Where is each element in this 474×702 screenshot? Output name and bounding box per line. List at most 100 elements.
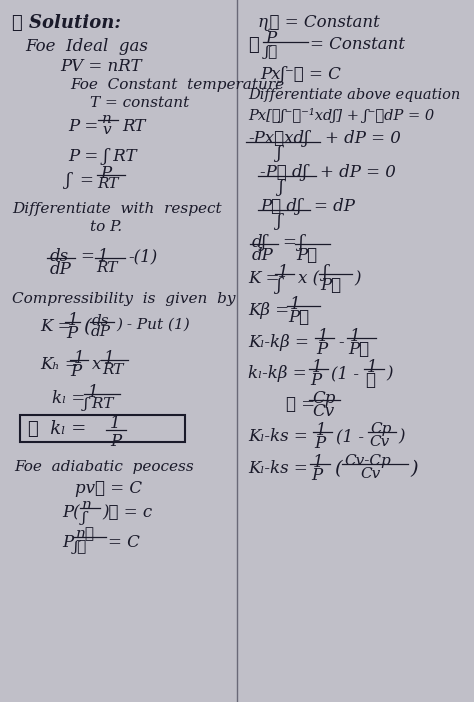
Text: ): ) <box>386 365 392 382</box>
Text: Differentiate above equation: Differentiate above equation <box>248 88 460 102</box>
Text: ʃ: ʃ <box>278 179 283 196</box>
Text: Foe  adiabatic  peocess: Foe adiabatic peocess <box>14 460 194 474</box>
Text: 1: 1 <box>110 415 120 432</box>
Text: (: ( <box>83 318 91 336</box>
Text: (: ( <box>334 460 342 478</box>
Text: P(: P( <box>62 504 80 521</box>
Text: P: P <box>314 435 325 452</box>
Text: ds: ds <box>92 314 109 328</box>
Text: nℹ: nℹ <box>76 527 95 541</box>
Text: Pℹ dʃ: Pℹ dʃ <box>260 198 301 215</box>
Text: T = constant: T = constant <box>90 96 189 110</box>
Text: Foe  Constant  temperature: Foe Constant temperature <box>70 78 284 92</box>
Text: =: = <box>282 234 296 251</box>
Text: ds: ds <box>50 248 69 265</box>
Text: RT: RT <box>96 261 118 275</box>
Text: x: x <box>92 356 101 373</box>
Text: Px[ℹʃ⁻ℹ⁻¹xdʃ] + ʃ⁻ℹdP = 0: Px[ℹʃ⁻ℹ⁻¹xdʃ] + ʃ⁻ℹdP = 0 <box>248 108 434 123</box>
Text: n: n <box>82 498 92 512</box>
Text: 1: 1 <box>367 359 378 376</box>
Text: n: n <box>102 112 112 126</box>
Text: (1 -: (1 - <box>331 365 359 382</box>
Text: Kₗ-ks =: Kₗ-ks = <box>248 460 308 477</box>
Text: Pℹ: Pℹ <box>320 277 341 294</box>
Text: Compressibility  is  given  by: Compressibility is given by <box>12 292 236 306</box>
Text: Kβ =: Kβ = <box>248 302 289 319</box>
Text: ʃ: ʃ <box>276 213 281 230</box>
Text: -Pxℹxdʃ: -Pxℹxdʃ <box>248 130 309 147</box>
Text: ʃ RT: ʃ RT <box>84 397 114 411</box>
Text: -: - <box>338 334 344 351</box>
Text: ★ Solution:: ★ Solution: <box>12 14 121 32</box>
Text: kₗ =: kₗ = <box>52 390 85 407</box>
Text: P: P <box>62 534 73 551</box>
Text: 1: 1 <box>68 312 79 329</box>
Text: ʃ: ʃ <box>276 277 281 294</box>
Text: P: P <box>100 165 111 182</box>
Text: ) - Put (1): ) - Put (1) <box>116 318 190 332</box>
Text: ): ) <box>398 428 404 445</box>
Text: = C: = C <box>108 534 140 551</box>
Text: v: v <box>102 123 110 137</box>
Text: ): ) <box>354 270 361 287</box>
Text: ℹ: ℹ <box>365 372 375 389</box>
Text: + dP = 0: + dP = 0 <box>325 130 401 147</box>
Text: ʃ  =: ʃ = <box>65 172 94 189</box>
Text: ∴: ∴ <box>248 36 259 54</box>
Text: Cp: Cp <box>370 422 392 436</box>
Text: Pℹ: Pℹ <box>348 341 369 358</box>
Text: P: P <box>311 467 322 484</box>
Text: Kₗ-ks =: Kₗ-ks = <box>248 428 308 445</box>
Text: Cv-Cp: Cv-Cp <box>344 454 391 468</box>
Text: RT: RT <box>102 363 123 377</box>
Text: P: P <box>66 325 77 342</box>
Text: 1: 1 <box>290 296 301 313</box>
Text: P: P <box>265 30 276 47</box>
Text: ʃ: ʃ <box>276 145 281 162</box>
Text: 1: 1 <box>88 384 99 401</box>
Text: P: P <box>70 363 81 380</box>
Text: Cv: Cv <box>369 435 389 449</box>
Text: 1: 1 <box>278 264 289 281</box>
Text: Differentiate  with  respect: Differentiate with respect <box>12 202 222 216</box>
Text: P: P <box>110 433 121 450</box>
Text: ∴  kₗ =: ∴ kₗ = <box>28 420 86 438</box>
Text: K =: K = <box>40 318 72 335</box>
Text: dP: dP <box>50 261 72 278</box>
Text: ʃ: ʃ <box>322 264 327 281</box>
Text: P: P <box>310 372 321 389</box>
Text: dP: dP <box>91 325 111 339</box>
Bar <box>20 415 185 442</box>
Text: =: = <box>80 248 94 265</box>
Text: 1: 1 <box>312 359 323 376</box>
Text: ʃ: ʃ <box>82 511 86 525</box>
Text: RT: RT <box>97 177 118 191</box>
Text: P = ʃ RT: P = ʃ RT <box>68 148 137 165</box>
Text: ɳℹ = Constant: ɳℹ = Constant <box>258 14 380 31</box>
Text: ʃℹ: ʃℹ <box>74 540 87 554</box>
Text: Pℹ: Pℹ <box>296 247 317 264</box>
Text: + dP = 0: + dP = 0 <box>320 164 396 181</box>
Text: dP: dP <box>252 247 274 264</box>
Text: (1 -: (1 - <box>336 428 364 445</box>
Text: pvℹ = C: pvℹ = C <box>75 480 142 497</box>
Text: ℹ =: ℹ = <box>286 396 315 413</box>
Text: 1: 1 <box>74 350 85 367</box>
Text: = dP: = dP <box>314 198 355 215</box>
Text: dʃ: dʃ <box>252 234 267 251</box>
Text: 1: 1 <box>318 328 328 345</box>
Text: -(1): -(1) <box>128 248 157 265</box>
Text: )ℹ = c: )ℹ = c <box>102 504 152 521</box>
Text: to P.: to P. <box>90 220 122 234</box>
Text: K =: K = <box>248 270 280 287</box>
Text: x (: x ( <box>298 270 319 287</box>
Text: 1: 1 <box>350 328 361 345</box>
Text: Pxʃ⁻ℹ = C: Pxʃ⁻ℹ = C <box>260 66 341 83</box>
Text: Cv: Cv <box>360 467 380 481</box>
Text: Cp: Cp <box>312 390 336 407</box>
Text: P =: P = <box>68 118 98 135</box>
Text: ): ) <box>410 460 418 478</box>
Text: -Pℹ dʃ: -Pℹ dʃ <box>260 164 307 181</box>
Text: 1: 1 <box>98 248 109 265</box>
Text: Kₗ-kβ =: Kₗ-kβ = <box>248 334 309 351</box>
